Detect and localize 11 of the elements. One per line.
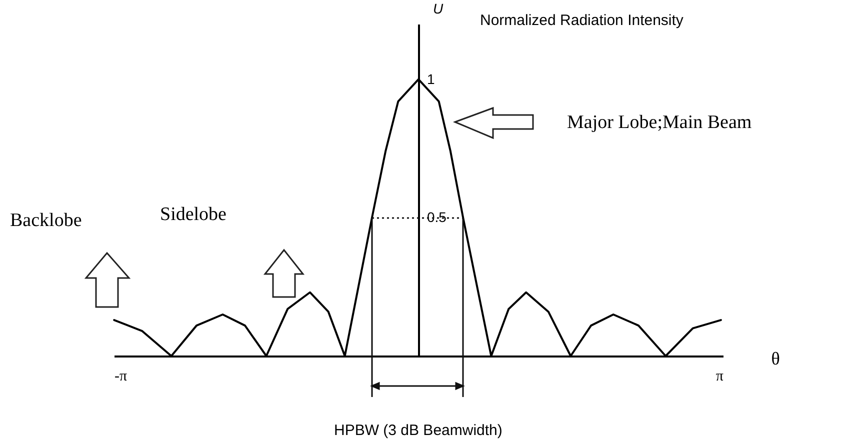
y-tick-label: 1 — [427, 70, 435, 87]
y-tick-label: 0.5 — [427, 209, 447, 226]
x-axis-title: θ — [771, 348, 780, 368]
text: HPBW (3 dB Beamwidth) — [334, 422, 502, 439]
text: Backlobe — [10, 210, 82, 231]
x-tick-label: π — [716, 368, 724, 384]
x-tick-label: -π — [114, 368, 128, 384]
annotation: Normalized Radiation Intensity — [480, 12, 684, 29]
annotation: Major Lobe;Main Beam — [567, 112, 752, 133]
annotation: Sidelobe — [160, 204, 226, 225]
y-axis-title: U — [433, 0, 444, 16]
